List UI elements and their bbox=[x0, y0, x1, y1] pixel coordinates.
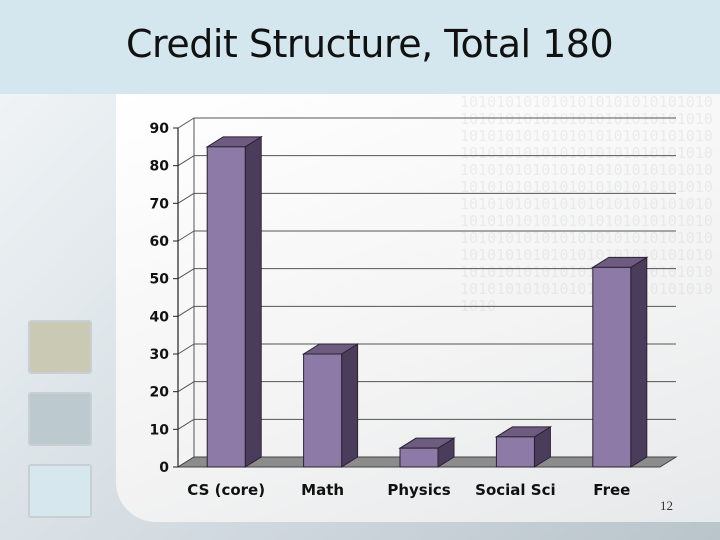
y-tick-label: 50 bbox=[150, 272, 170, 288]
page-number: 12 bbox=[660, 498, 673, 513]
y-tick-label: 20 bbox=[150, 385, 170, 401]
x-category-label: Free bbox=[593, 481, 630, 499]
gridline-depth bbox=[177, 418, 195, 430]
y-tick-label: 0 bbox=[159, 460, 169, 476]
decorative-square-gray bbox=[28, 392, 92, 446]
bar bbox=[205, 135, 263, 468]
gridline-depth bbox=[177, 305, 195, 317]
bar-side-face bbox=[341, 343, 359, 468]
bar-side-face bbox=[244, 135, 262, 468]
chart-bars bbox=[205, 135, 649, 468]
title-band bbox=[0, 0, 720, 94]
bar bbox=[494, 425, 553, 468]
gridline-depth bbox=[177, 192, 195, 204]
y-tick-label: 60 bbox=[150, 234, 170, 250]
y-tick-label: 30 bbox=[150, 347, 170, 363]
slide-title: Credit Structure, Total 180 bbox=[126, 22, 614, 66]
decorative-square-olive bbox=[28, 320, 92, 374]
x-category-label: Social Sci bbox=[475, 481, 555, 499]
bar-front-face bbox=[495, 436, 535, 468]
x-category-label: Physics bbox=[387, 481, 450, 499]
gridline-depth bbox=[177, 268, 195, 280]
y-tick-label: 10 bbox=[150, 422, 170, 438]
bar-front-face bbox=[399, 447, 439, 468]
x-category-label: Math bbox=[301, 481, 344, 499]
x-category-label: CS (core) bbox=[187, 481, 265, 499]
binary-pattern-decoration: 1010101010101010101010101010101010101010… bbox=[460, 94, 713, 315]
y-tick-label: 70 bbox=[150, 196, 170, 212]
gridline-depth bbox=[177, 343, 195, 355]
y-tick-label: 40 bbox=[150, 309, 170, 325]
y-tick-label: 90 bbox=[150, 121, 170, 137]
bar-side-face bbox=[630, 256, 648, 468]
gridline-depth bbox=[177, 117, 195, 129]
x-axis-labels: CS (core) Math Physics Social Sci Free bbox=[187, 481, 630, 499]
gridline-depth bbox=[177, 230, 195, 242]
bar bbox=[301, 343, 360, 468]
y-axis: 0 10 20 30 40 50 60 70 80 90 bbox=[150, 121, 179, 476]
decorative-square-light bbox=[28, 464, 92, 518]
gridline-depth bbox=[177, 155, 195, 167]
bar-front-face bbox=[303, 353, 343, 468]
y-tick-label: 80 bbox=[150, 159, 170, 175]
bar bbox=[398, 437, 456, 468]
gridline-depth bbox=[177, 381, 195, 393]
bar-front-face bbox=[206, 146, 246, 468]
bar-front-face bbox=[592, 266, 632, 468]
bar bbox=[591, 256, 649, 468]
